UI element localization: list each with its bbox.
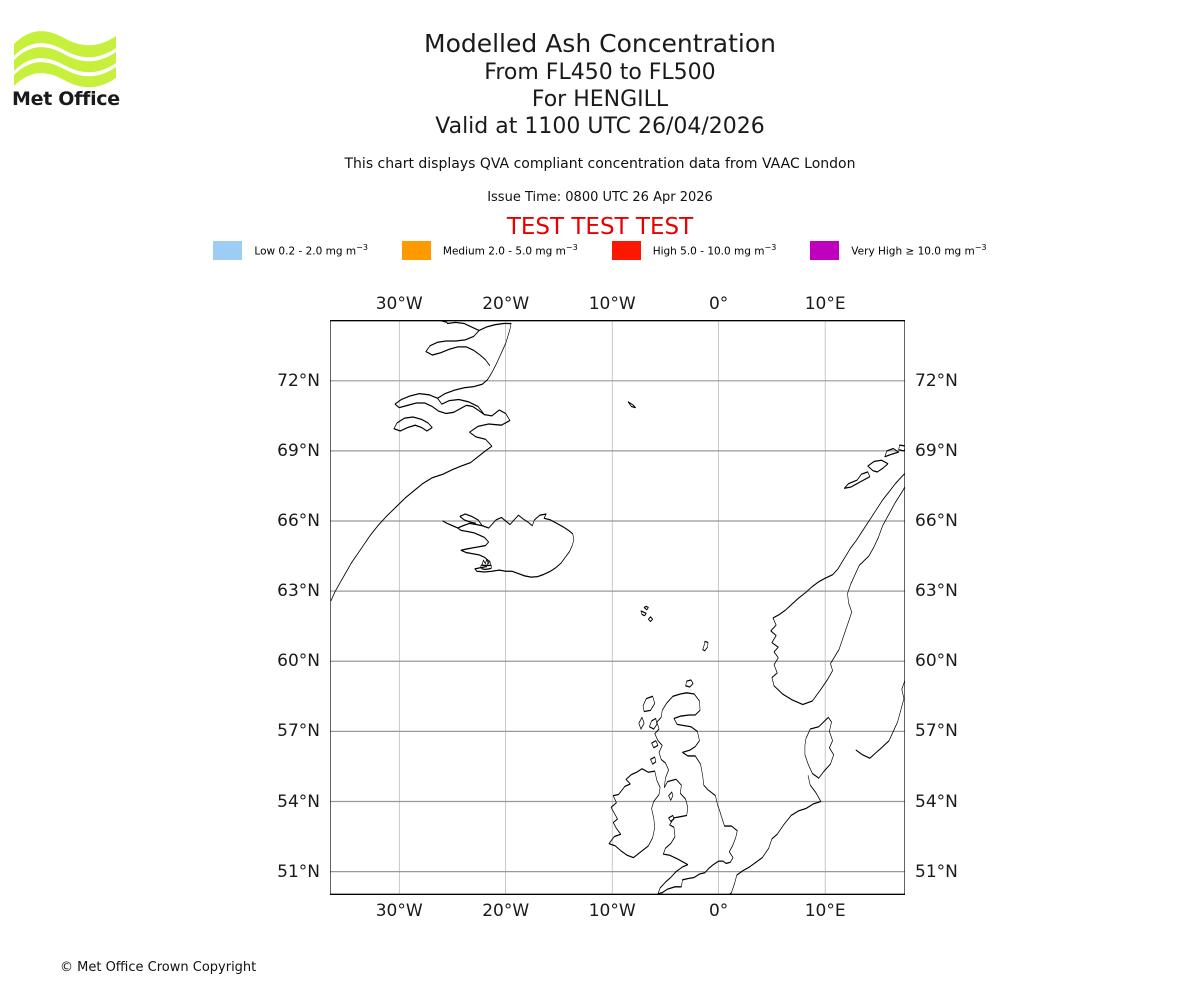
coastline-isle-of-man: [668, 791, 674, 801]
legend-exponent-low: −3: [356, 243, 368, 253]
x-tick-top-4: 10°E: [804, 294, 846, 314]
coastline-norway-coast: [770, 467, 911, 687]
coastlines: [330, 319, 927, 924]
coastline-greenland-n2: [425, 329, 491, 367]
x-tick-top-3: 0°: [708, 294, 729, 314]
legend-label-very-high: Very High ≥ 10.0 mg m−3: [851, 243, 986, 258]
legend-item-medium: Medium 2.0 - 5.0 mg m−3: [401, 241, 612, 260]
coastline-lofoten-a: [844, 471, 871, 489]
y-tick-left-2: 57°N: [277, 721, 320, 742]
y-tick-right-6: 69°N: [915, 440, 958, 461]
y-tick-right-4: 63°N: [915, 581, 958, 602]
y-tick-left-7: 72°N: [277, 370, 320, 391]
legend-exponent-medium: −3: [565, 243, 578, 253]
met-office-logo: [12, 22, 122, 112]
legend-swatch-low: [213, 241, 243, 260]
coastline-jan-mayen: [627, 401, 636, 409]
x-tick-bottom-0: 30°W: [375, 901, 423, 921]
coastline-islay: [650, 756, 657, 765]
x-tick-bottom-4: 10°E: [804, 901, 846, 921]
coastline-sweden-south: [855, 660, 922, 759]
x-tick-bottom-3: 0°: [708, 901, 729, 921]
title-line-1: Modelled Ash Concentration: [424, 29, 776, 58]
y-tick-left-1: 54°N: [277, 791, 320, 812]
legend-exponent-high: −3: [764, 243, 777, 253]
coastline-iceland-westfjord-b: [442, 520, 459, 529]
legend-label-low: Low 0.2 - 2.0 mg m−3: [254, 243, 367, 258]
title-line-3: For HENGILL: [531, 87, 669, 112]
x-tick-top-0: 30°W: [375, 294, 423, 314]
coastline-orkney: [685, 679, 694, 688]
coastline-lofoten-b: [867, 459, 889, 473]
coastline-faroe-c: [648, 616, 653, 623]
coastline-greenland-fjord-b: [394, 392, 485, 416]
y-tick-left-4: 63°N: [277, 581, 320, 602]
coastline-norway-inner: [773, 475, 911, 706]
y-tick-right-5: 66°N: [915, 511, 958, 532]
coastline-reykjanes-2: [480, 564, 492, 571]
y-tick-left-0: 51°N: [277, 861, 320, 882]
met-office-wordmark: Met Office: [12, 88, 120, 110]
legend-label-text-high: High 5.0 - 10.0 mg m: [652, 245, 765, 258]
coastline-mull: [651, 740, 659, 749]
map-canvas: [329, 318, 927, 924]
issue-time: Issue Time: 0800 UTC 26 Apr 2026: [487, 190, 713, 205]
map-gridlines: [329, 320, 905, 895]
coastline-iceland: [457, 513, 575, 578]
coastline-greenland-n1: [446, 321, 512, 332]
coastline-skye: [649, 717, 658, 730]
x-tick-bottom-1: 20°W: [482, 901, 530, 921]
y-tick-right-7: 72°N: [915, 370, 958, 391]
coastline-anglesey: [668, 814, 675, 823]
legend-swatch-medium: [401, 241, 431, 260]
coastline-hebrides-b: [638, 716, 645, 730]
legend-item-very-high: Very High ≥ 10.0 mg m−3: [810, 241, 987, 260]
concentration-legend: Low 0.2 - 2.0 mg m−3 Medium 2.0 - 5.0 mg …: [0, 241, 1200, 260]
coastline-belgium-france: [699, 856, 763, 924]
legend-item-high: High 5.0 - 10.0 mg m−3: [611, 241, 811, 260]
title-line-4: Valid at 1100 UTC 26/04/2026: [435, 114, 765, 139]
legend-label-text-low: Low 0.2 - 2.0 mg m: [254, 245, 357, 258]
y-tick-right-2: 57°N: [915, 721, 958, 742]
test-banner: TEST TEST TEST: [506, 214, 694, 240]
y-tick-left-5: 66°N: [277, 511, 320, 532]
title-line-2: From FL450 to FL500: [484, 60, 716, 85]
coastline-netherlands-germany: [762, 775, 822, 859]
coastline-reykjanes-1: [481, 558, 492, 566]
qva-note: This chart displays QVA compliant concen…: [344, 156, 856, 172]
coastline-greenland-fjord-c: [393, 416, 433, 432]
coastline-denmark: [804, 716, 834, 779]
coastline-faroe-a: [643, 605, 649, 611]
legend-label-text-very-high: Very High ≥ 10.0 mg m: [851, 245, 975, 258]
legend-item-low: Low 0.2 - 2.0 mg m−3: [213, 241, 401, 260]
chart-title-block: Modelled Ash Concentration From FL450 to…: [0, 28, 1200, 140]
legend-label-high: High 5.0 - 10.0 mg m−3: [653, 243, 777, 258]
y-tick-right-1: 54°N: [915, 791, 958, 812]
coastline-shetland: [702, 640, 709, 652]
coastline-senja: [898, 444, 907, 452]
coastline-ireland: [608, 768, 661, 859]
legend-label-text-medium: Medium 2.0 - 5.0 mg m: [442, 245, 566, 258]
coastline-iceland-westfjord-a: [459, 513, 483, 527]
y-tick-left-6: 69°N: [277, 440, 320, 461]
coastline-faroe-b: [640, 610, 647, 617]
legend-swatch-high: [611, 241, 641, 260]
y-tick-right-3: 60°N: [915, 651, 958, 672]
map-plot-area: [329, 318, 927, 924]
coastline-greenland-fjord-a: [437, 322, 512, 416]
x-tick-top-2: 10°W: [588, 294, 636, 314]
x-tick-bottom-2: 10°W: [588, 901, 636, 921]
map-frame: [329, 318, 906, 897]
y-tick-left-3: 60°N: [277, 651, 320, 672]
y-tick-right-0: 51°N: [915, 861, 958, 882]
x-tick-top-1: 20°W: [482, 294, 530, 314]
coastline-hebrides-a: [642, 695, 656, 713]
legend-label-medium: Medium 2.0 - 5.0 mg m−3: [443, 243, 578, 258]
coastline-lofoten-c: [884, 447, 899, 458]
coastline-greenland-east: [330, 409, 511, 602]
legend-swatch-very-high: [810, 241, 840, 260]
legend-exponent-very-high: −3: [974, 243, 987, 253]
copyright-text: © Met Office Crown Copyright: [60, 960, 257, 975]
coastline-great-britain: [654, 692, 738, 895]
